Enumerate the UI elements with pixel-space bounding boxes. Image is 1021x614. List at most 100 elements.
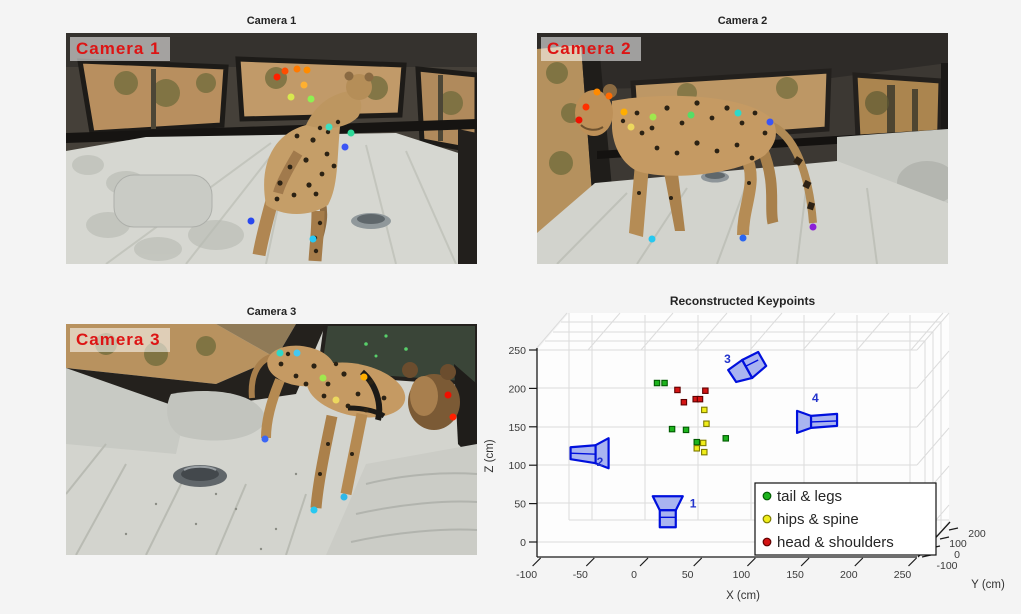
camera3-frustum — [727, 350, 768, 384]
camera3-scene — [66, 324, 477, 555]
x-tick-mark — [639, 557, 649, 567]
keypoint-dot — [347, 129, 355, 137]
x-tick-label: 250 — [894, 569, 912, 581]
keypoint-dot — [307, 95, 315, 103]
scatter-point — [699, 439, 707, 447]
z-tick-label: 100 — [508, 460, 526, 472]
window-frame — [66, 324, 326, 410]
x-tick-mark — [532, 557, 542, 567]
keypoint-dot — [276, 349, 284, 357]
keypoint-dot — [444, 391, 452, 399]
camera3-image: Camera 3 — [66, 324, 477, 555]
scatter-point — [701, 406, 708, 414]
x-tick-mark — [800, 557, 810, 567]
scatter-point — [668, 425, 676, 433]
camera4-frustum — [795, 409, 839, 434]
x-tick-mark — [908, 557, 917, 567]
seat-ridges — [350, 472, 477, 543]
z-axis-ticks: 0 50 100 150 200 250 — [508, 345, 537, 549]
y-tick-label: 0 — [954, 549, 960, 561]
scatter-point — [693, 445, 701, 452]
reconstruction-3d-plot: 1 2 3 4 0 50 100 150 200 250 -100 -50 0 50 100 150 200… — [484, 312, 1005, 602]
keypoint-dot — [734, 109, 742, 117]
z-tick-label: 250 — [508, 345, 526, 357]
keypoint-dot — [261, 435, 269, 443]
keypoint-dot — [281, 67, 289, 75]
x-tick-label: 100 — [733, 569, 751, 581]
legend-label-head-shoulders: head & shoulders — [777, 534, 894, 551]
keypoint-dot — [293, 65, 301, 73]
keypoint-dot — [739, 234, 747, 242]
keypoint-dot — [687, 111, 695, 119]
camera2-overlay-label: Camera 2 — [541, 37, 641, 61]
cheetah-spots — [278, 351, 387, 476]
keypoint-dot — [319, 374, 327, 382]
x-tick-label: -50 — [573, 569, 588, 581]
keypoint-dot — [575, 116, 583, 124]
x-tick-label: -100 — [516, 569, 537, 581]
y-tick-label: 200 — [968, 528, 986, 540]
y-tick-mark — [939, 536, 950, 540]
cheetah-front-view — [248, 345, 460, 509]
keypoint-dot — [309, 235, 317, 243]
camera-number-label: 1 — [690, 496, 697, 510]
keypoint-dot — [360, 373, 368, 381]
metal-bowl — [351, 213, 391, 229]
scatter-point — [653, 379, 661, 387]
cheetah-spots — [620, 100, 768, 200]
x-tick-label: 50 — [682, 569, 694, 581]
scatter-point — [703, 420, 710, 427]
y-tick-mark — [948, 527, 959, 531]
camera1-title: Camera 1 — [246, 15, 297, 27]
legend-label-tail-legs: tail & legs — [777, 488, 842, 505]
wheel-arch — [113, 174, 213, 228]
bench-seat — [326, 444, 477, 555]
keypoint-dot — [287, 93, 295, 101]
keypoint-scatter — [653, 379, 730, 456]
keypoint-dot — [300, 81, 308, 89]
z-tick-label: 0 — [520, 537, 526, 549]
keypoint-dot — [605, 92, 613, 100]
scatter-point — [680, 398, 688, 406]
floor-slats — [66, 443, 307, 555]
camera3-title: Camera 3 — [246, 306, 297, 318]
z-tick-label: 200 — [508, 383, 526, 395]
tail-rings — [793, 156, 816, 211]
right-frame — [454, 364, 477, 464]
keypoint-dot — [649, 113, 657, 121]
x-tick-mark — [854, 557, 864, 567]
wheel-arch — [167, 391, 266, 441]
camera2-title: Camera 2 — [717, 15, 768, 27]
camera1-frustum — [651, 495, 684, 529]
camera2-frustum — [569, 437, 610, 470]
camera-number-label: 2 — [597, 455, 604, 469]
camera-number-labels: 1 2 3 4 — [597, 352, 819, 510]
y-tick-label: -100 — [936, 560, 957, 572]
scatter-point — [682, 426, 690, 434]
x-tick-label: 200 — [840, 569, 858, 581]
foliage — [546, 62, 581, 175]
legend-marker-tail-legs — [762, 491, 772, 501]
dirt-speckles — [124, 472, 298, 551]
x-tick-mark — [746, 557, 756, 567]
scatter-point — [661, 379, 668, 387]
keypoint-dot — [247, 217, 255, 225]
keypoint-dot — [809, 223, 817, 231]
z-tick-label: 50 — [514, 499, 526, 511]
camera2-image: Camera 2 — [537, 33, 948, 264]
window-pane — [216, 324, 296, 358]
x-tick-label: 0 — [631, 569, 637, 581]
keypoint-dot — [303, 66, 311, 74]
scatter-point — [693, 438, 701, 446]
z-tick-label: 150 — [508, 422, 526, 434]
x-tick-mark — [585, 557, 595, 567]
keypoint-dot — [593, 88, 601, 96]
camera1-image: Camera 1 — [66, 33, 477, 264]
camera3-overlay-label: Camera 3 — [70, 328, 170, 352]
keypoint-dot — [332, 396, 340, 404]
scatter-point — [722, 435, 730, 442]
y-tick-label: 100 — [949, 538, 967, 550]
floor-slats — [556, 180, 878, 264]
keypoint-dot — [648, 235, 656, 243]
